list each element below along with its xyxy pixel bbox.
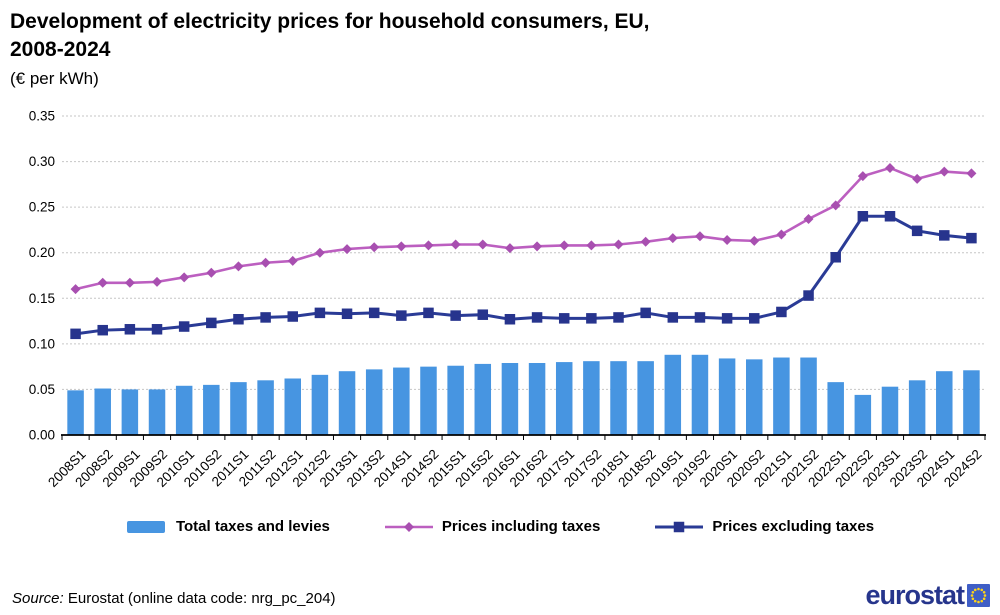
legend-item-taxes: Total taxes and levies <box>126 518 330 535</box>
svg-text:0.30: 0.30 <box>29 154 55 169</box>
legend-label: Prices including taxes <box>441 518 601 535</box>
chart-legend: Total taxes and levies Prices including … <box>0 518 1000 535</box>
chart-title-line1: Development of electricity prices for ho… <box>10 10 650 33</box>
legend-label: Prices excluding taxes <box>712 518 875 535</box>
source-note: Source: Eurostat (online data code: nrg_… <box>12 590 336 607</box>
source-label: Source: <box>12 590 64 607</box>
svg-text:0.05: 0.05 <box>29 382 55 397</box>
svg-text:0.20: 0.20 <box>29 245 55 260</box>
eurostat-logo-text: eurostat <box>865 580 965 610</box>
plot-area: 0.00 0.05 0.10 0.15 0.20 0.25 0.30 0.35 2008S1 20… <box>0 98 1000 515</box>
legend-item-excluding: Prices excluding taxes <box>654 518 874 535</box>
chart-subtitle: (€ per kWh) <box>10 69 99 89</box>
eu-flag-icon <box>967 584 990 607</box>
legend-label: Total taxes and levies <box>175 518 330 535</box>
svg-text:0.00: 0.00 <box>29 428 55 443</box>
svg-text:0.35: 0.35 <box>29 109 55 124</box>
svg-text:0.25: 0.25 <box>29 200 55 215</box>
legend-item-including: Prices including taxes <box>384 518 600 535</box>
chart-title-line2: 2008-2024 <box>10 37 111 61</box>
svg-text:0.15: 0.15 <box>29 291 55 306</box>
chart-header: Development of electricity prices for ho… <box>0 0 1000 89</box>
svg-text:0.10: 0.10 <box>29 336 55 351</box>
diamond-line-swatch-icon <box>384 521 433 532</box>
bar-swatch-icon <box>126 520 165 533</box>
square-line-swatch-icon <box>655 521 704 532</box>
source-text: Eurostat (online data code: nrg_pc_204) <box>63 590 336 607</box>
chart-title: Development of electricity prices for ho… <box>10 8 830 63</box>
eurostat-logo: eurostat <box>865 580 990 611</box>
price-chart: 0.000.050.100.150.200.250.300.352008S120… <box>29 109 986 490</box>
